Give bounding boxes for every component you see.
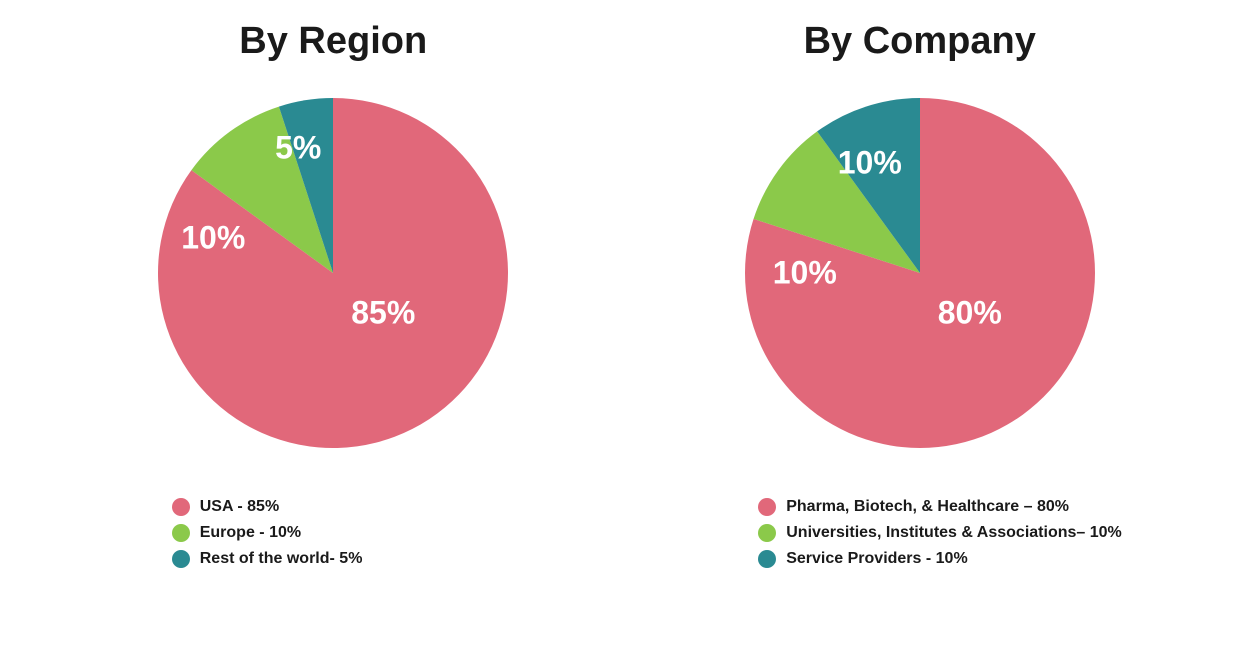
chart-title-region: By Region	[239, 20, 427, 63]
legend-text-region-2: Rest of the world- 5%	[200, 550, 363, 568]
legend-text-region-1: Europe - 10%	[200, 524, 301, 542]
legend-item-region-1: Europe - 10%	[172, 524, 363, 542]
pie-wrapper-company: 80% 10% 10%	[730, 83, 1110, 463]
chart-panel-company: By Company 80% 10% 10% Pharma, Biotech, …	[638, 10, 1201, 650]
legend-item-company-2: Service Providers - 10%	[758, 550, 1122, 568]
legend-text-region-0: USA - 85%	[200, 498, 279, 516]
legend-item-region-0: USA - 85%	[172, 498, 363, 516]
legend-item-region-2: Rest of the world- 5%	[172, 550, 363, 568]
legend-text-company-1: Universities, Institutes & Associations–…	[786, 524, 1122, 542]
legend-text-company-2: Service Providers - 10%	[786, 550, 967, 568]
chart-panel-region: By Region 85% 10% 5% USA - 85% Europe - …	[52, 10, 615, 650]
legend-region: USA - 85% Europe - 10% Rest of the world…	[172, 498, 363, 568]
legend-swatch-company-0	[758, 498, 776, 516]
legend-company: Pharma, Biotech, & Healthcare – 80% Univ…	[758, 498, 1122, 568]
legend-item-company-1: Universities, Institutes & Associations–…	[758, 524, 1122, 542]
legend-swatch-company-2	[758, 550, 776, 568]
legend-swatch-company-1	[758, 524, 776, 542]
pie-chart-company	[730, 83, 1110, 463]
legend-text-company-0: Pharma, Biotech, & Healthcare – 80%	[786, 498, 1069, 516]
pie-wrapper-region: 85% 10% 5%	[143, 83, 523, 463]
legend-item-company-0: Pharma, Biotech, & Healthcare – 80%	[758, 498, 1122, 516]
legend-swatch-region-2	[172, 550, 190, 568]
pie-chart-region	[143, 83, 523, 463]
legend-swatch-region-0	[172, 498, 190, 516]
legend-swatch-region-1	[172, 524, 190, 542]
charts-container: By Region 85% 10% 5% USA - 85% Europe - …	[0, 0, 1253, 660]
chart-title-company: By Company	[804, 20, 1036, 63]
